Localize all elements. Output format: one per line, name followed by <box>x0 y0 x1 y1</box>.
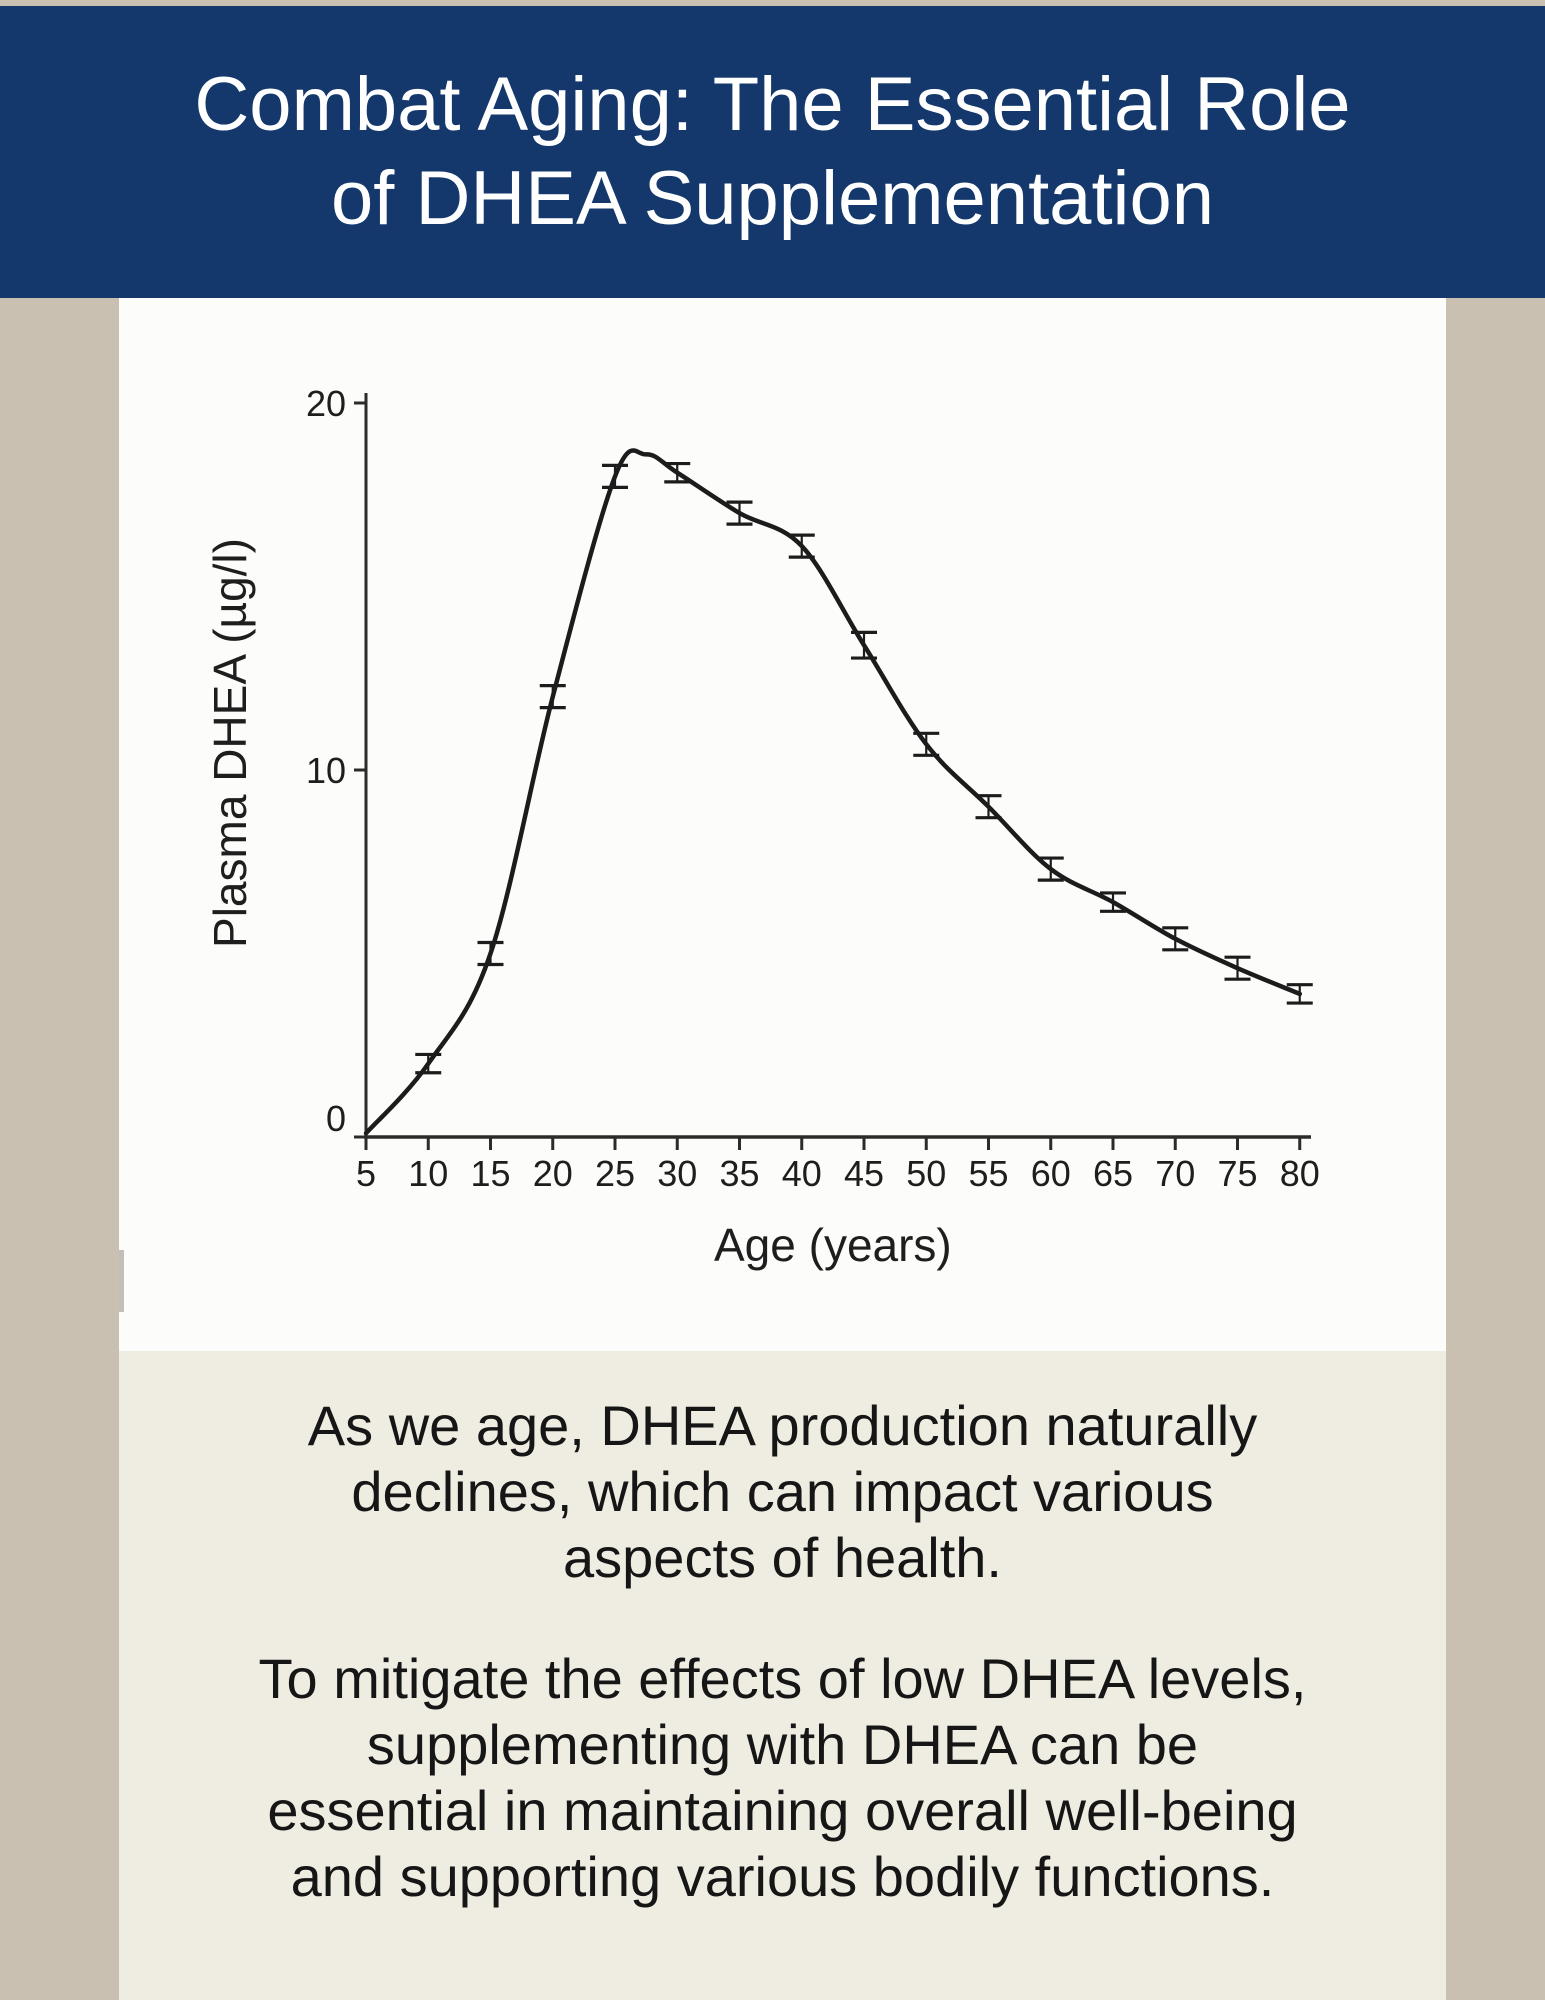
paragraph-line: aspects of health. <box>563 1526 1002 1589</box>
tick-labels: 5 10 15 20 25 30 35 40 45 50 55 60 65 70 75 80 0 10 20 <box>306 383 1320 1194</box>
chart-panel: 5 10 15 20 25 30 35 40 45 50 55 60 65 70 75 80 0 10 20 Age … <box>119 298 1446 1351</box>
svg-text:75: 75 <box>1217 1153 1257 1194</box>
paragraph-line: As we age, DHEA production naturally <box>307 1394 1258 1457</box>
svg-text:20: 20 <box>533 1153 573 1194</box>
svg-text:60: 60 <box>1031 1153 1071 1194</box>
header-banner: Combat Aging: The Essential Role of DHEA… <box>0 6 1545 298</box>
svg-text:80: 80 <box>1280 1153 1320 1194</box>
axis-titles: Age (years) Plasma DHEA (µg/l) <box>204 538 952 1271</box>
page-title: Combat Aging: The Essential Role of DHEA… <box>194 58 1350 246</box>
svg-text:45: 45 <box>844 1153 884 1194</box>
text-panel: As we age, DHEA production naturally dec… <box>119 1351 1446 2000</box>
body-paragraph-2: To mitigate the effects of low DHEA leve… <box>158 1646 1408 1910</box>
svg-text:15: 15 <box>470 1153 510 1194</box>
error-bars <box>415 461 1313 1075</box>
svg-text:20: 20 <box>306 383 346 424</box>
paragraph-line: supplementing with DHEA can be <box>366 1713 1199 1776</box>
dhea-age-line-chart: 5 10 15 20 25 30 35 40 45 50 55 60 65 70 75 8001020Age … <box>204 383 1320 1271</box>
svg-text:55: 55 <box>968 1153 1008 1194</box>
svg-text:25: 25 <box>595 1153 635 1194</box>
svg-text:35: 35 <box>719 1153 759 1194</box>
paragraph-line: To mitigate the effects of low DHEA leve… <box>258 1647 1307 1710</box>
svg-text:10: 10 <box>408 1153 448 1194</box>
svg-text:10: 10 <box>306 750 346 791</box>
page-title-line-1: Combat Aging: The Essential Role <box>194 62 1351 147</box>
svg-text:Age (years): Age (years) <box>714 1219 952 1271</box>
svg-text:5: 5 <box>356 1153 376 1194</box>
svg-text:50: 50 <box>906 1153 946 1194</box>
paragraph-line: essential in maintaining overall well-be… <box>267 1779 1298 1842</box>
paragraph-line: and supporting various bodily functions. <box>290 1845 1275 1908</box>
svg-text:65: 65 <box>1093 1153 1133 1194</box>
paragraph-line: declines, which can impact various <box>351 1460 1214 1523</box>
dhea-curve <box>363 448 1303 1136</box>
scan-artifact-line <box>119 1250 124 1312</box>
svg-text:40: 40 <box>782 1153 822 1194</box>
page-title-line-2: of DHEA Supplementation <box>331 156 1214 241</box>
svg-text:Plasma DHEA (µg/l): Plasma DHEA (µg/l) <box>204 538 256 948</box>
svg-text:0: 0 <box>326 1098 346 1139</box>
svg-text:30: 30 <box>657 1153 697 1194</box>
svg-text:70: 70 <box>1155 1153 1195 1194</box>
body-paragraph-1: As we age, DHEA production naturally dec… <box>158 1393 1408 1591</box>
axes <box>354 393 1311 1150</box>
